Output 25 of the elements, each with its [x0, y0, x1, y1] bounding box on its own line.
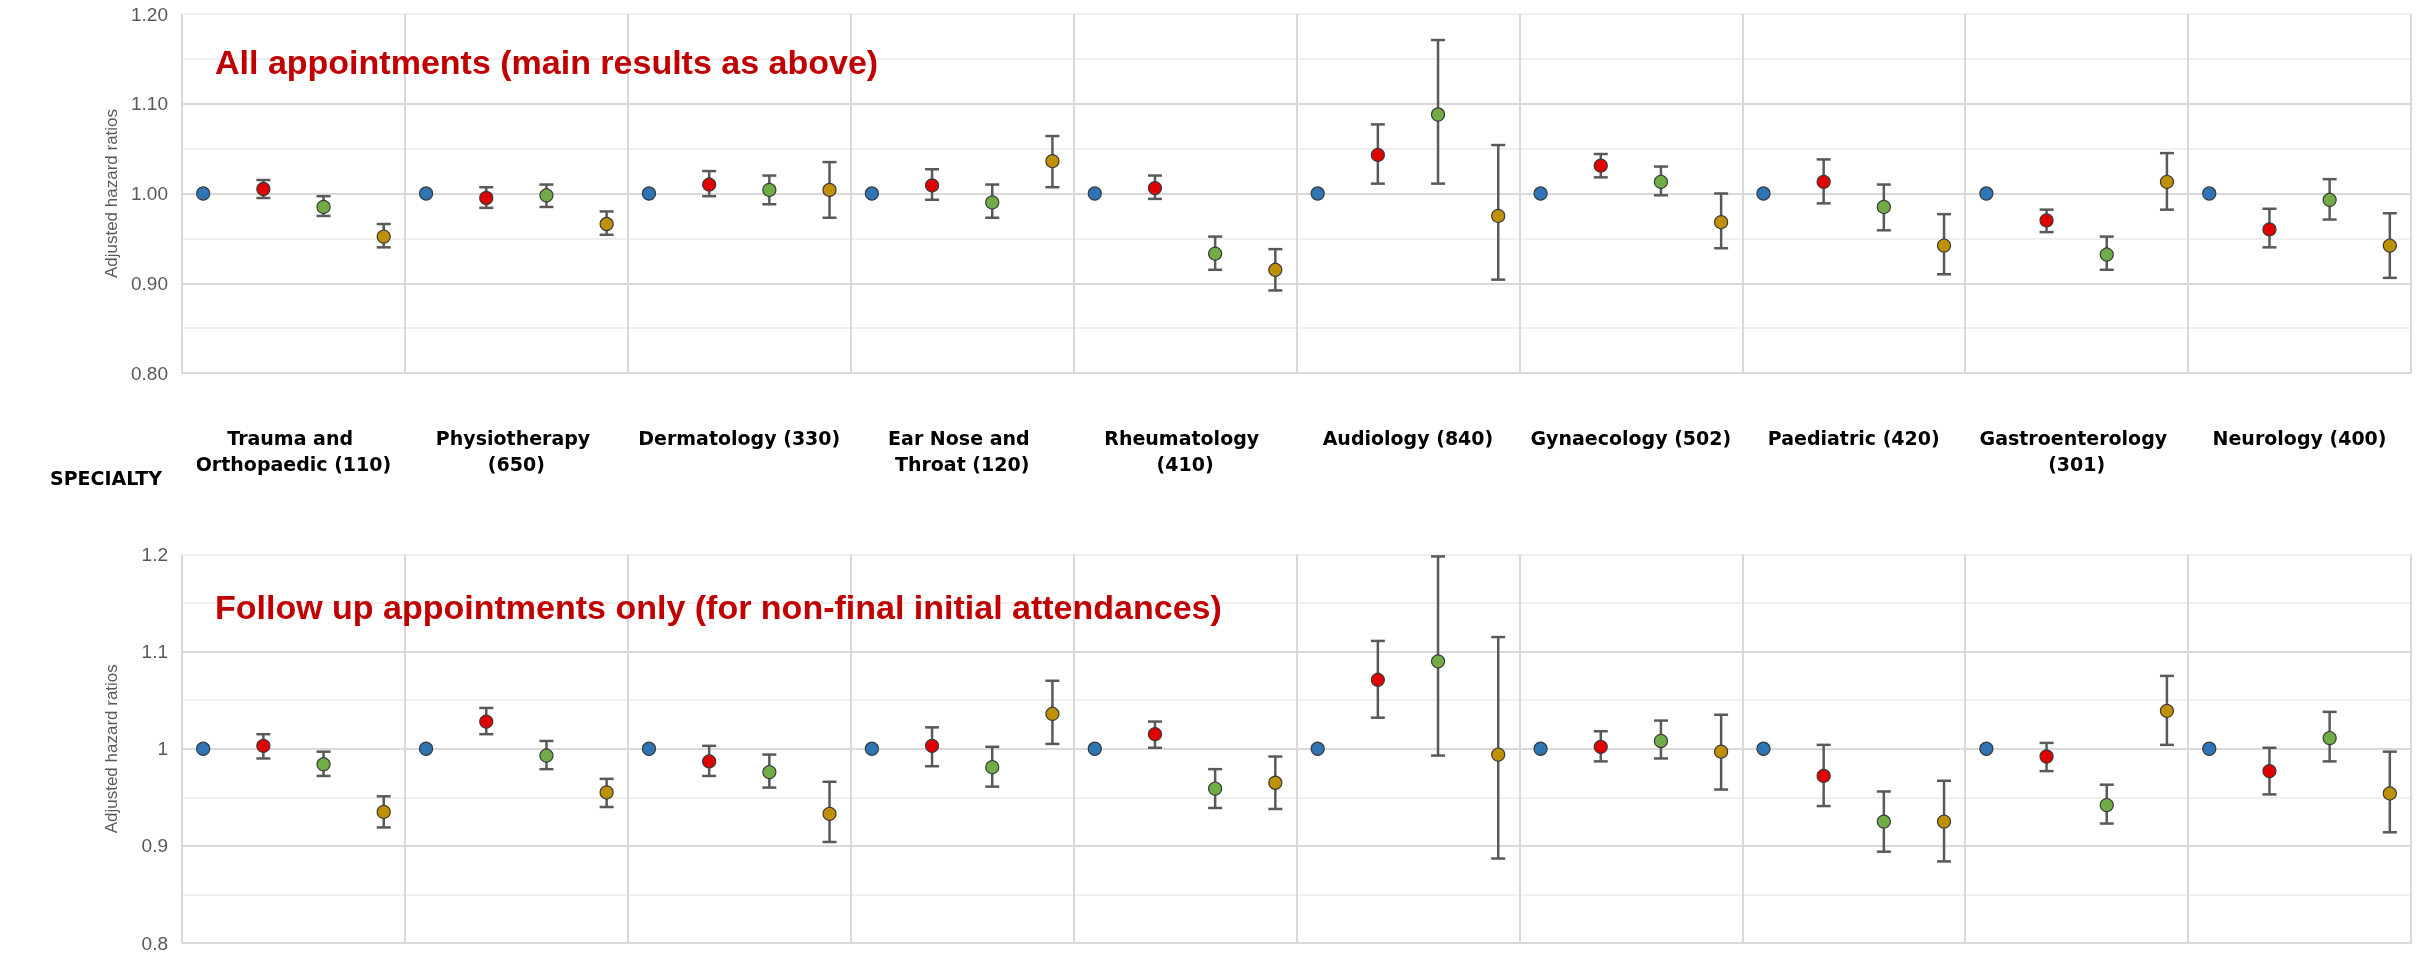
y-axis-title: Adjusted hazard ratios — [102, 664, 121, 834]
x-tick-label: Gynaecology (502) — [1530, 427, 1732, 449]
y-tick-label: 1.2 — [141, 544, 168, 565]
y-tick-label: 1.20 — [131, 3, 168, 25]
text: All appointments (main results as above) — [215, 43, 879, 81]
x-tick-label: Dermatology (330) — [638, 427, 841, 449]
y-tick-label: 0.80 — [131, 362, 168, 384]
text: Follow up appointments only (for non-final initial attendances) — [215, 588, 1222, 626]
x-tick-label: Gastroenterology (301) — [1979, 427, 2174, 475]
y-tick-label: 1 — [157, 738, 168, 760]
x-tick-label: Paediatric (420) — [1767, 427, 1940, 449]
y-tick-label: 1.00 — [131, 183, 168, 204]
y-tick-label: 0.9 — [141, 835, 168, 857]
y-axis-title: Adjusted hazard ratios — [102, 108, 121, 279]
x-tick-label: Physiotherapy (650) — [435, 427, 597, 475]
y-tick-label: 1.10 — [131, 93, 168, 115]
y-tick-label: 1.1 — [141, 641, 168, 663]
y-tick-label: 0.8 — [141, 932, 168, 953]
x-tick-label: Ear Nose and Throat (120) — [888, 427, 1037, 475]
y-tick-label: 0.90 — [131, 272, 168, 294]
x-tick-label: Audiology (840) — [1322, 427, 1494, 449]
x-axis-title: SPECIALTY — [50, 466, 163, 489]
x-tick-label: Trauma and Orthopaedic (110) — [195, 427, 392, 475]
x-tick-label: Neurology (400) — [2212, 427, 2387, 449]
x-tick-label: Rheumatology (410) — [1104, 427, 1266, 475]
